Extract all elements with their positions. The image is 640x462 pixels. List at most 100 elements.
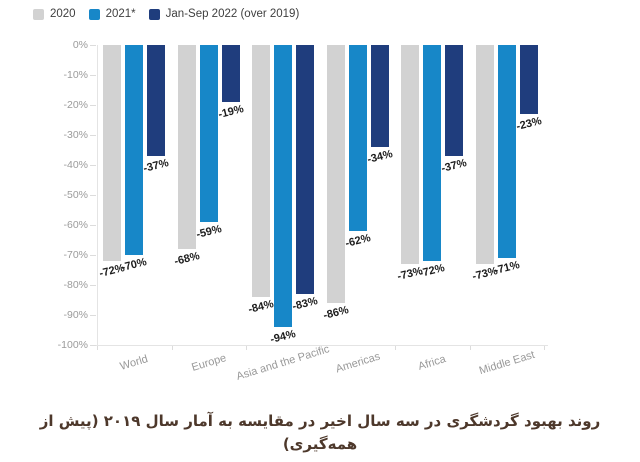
y-axis-tick [90,165,96,166]
y-axis-tick [90,225,96,226]
y-axis-label: -40% [63,159,88,171]
y-axis-tick [90,75,96,76]
bar-2020-europe [177,45,196,249]
bar-2021-americas [348,45,367,231]
bar-group-world: -72% -70% -37% [98,45,170,345]
bar-group-europe: -68% -59% -19% [173,45,245,345]
bar-col-jan-sep-2022-over-2019: -83% [291,45,319,313]
bar-col-jan-sep-2022-over-2019: -19% [217,45,245,121]
legend-item-jan-sep-2022-over-2019: Jan-Sep 2022 (over 2019) [148,8,300,20]
bar-col-jan-sep-2022-over-2019: -23% [515,45,543,133]
bar-group-middle-east: -73% -71% -23% [471,45,543,345]
plot-area: -72% -70% -37% World -68% -59% -19% Europe -84% -… [97,45,544,383]
y-axis-label: 0% [72,39,88,51]
bar-2020-asia-and-the-pacific [252,45,271,297]
bar-value-label: -34% [365,148,394,166]
y-axis-label: -100% [57,339,88,351]
bar-2020-africa [401,45,420,264]
bar-col-2020: -72% [98,45,126,280]
bar-jan-sep-2022-over-2019-middle-east [519,45,538,114]
bar-jan-sep-2022-over-2019-africa [445,45,464,156]
category-label-middle-east: Middle East [477,348,536,378]
y-axis-tick [90,345,96,346]
legend-swatch-icon [88,8,100,20]
y-axis-label: -10% [63,69,88,81]
bar-value-label: -59% [194,223,223,241]
bar-value-label: -37% [440,157,469,175]
y-axis-label: -30% [63,129,88,141]
bar-col-2021: -71% [493,45,521,277]
bar-value-label: -86% [321,304,350,322]
chart-caption: روند بهبود گردشگری در سه سال اخیر در مقا… [39,412,601,453]
y-axis-tick [90,285,96,286]
y-axis-label: -80% [63,279,88,291]
bar-col-2020: -73% [471,45,499,283]
y-axis-label: -20% [63,99,88,111]
category-label-world: World [118,353,150,373]
bar-2020-world [103,45,122,261]
bar-col-2021: -94% [269,45,297,346]
bar-value-label: -37% [142,157,171,175]
bar-jan-sep-2022-over-2019-world [147,45,166,156]
y-axis-tick [90,135,96,136]
bar-col-2021: -59% [195,45,223,241]
bar-2021-middle-east [497,45,516,258]
bar-value-label: -84% [247,298,276,316]
x-axis-tick [171,346,173,350]
legend-item-2020: 2020 [33,8,76,20]
bar-group-africa: -73% -72% -37% [396,45,468,345]
legend-label: 2020 [50,8,76,20]
legend-item-2021: 2021* [88,8,136,20]
x-axis-tick [469,346,471,350]
y-axis-tick [90,45,96,46]
category-label-asia-and-the-pacific: Asia and the Pacific [235,343,332,383]
x-axis-tick [544,346,545,350]
y-axis-label: -70% [63,249,88,261]
y-axis-tick [90,195,96,196]
bar-col-jan-sep-2022-over-2019: -37% [142,45,170,175]
bar-col-jan-sep-2022-over-2019: -34% [366,45,394,166]
bar-2021-world [125,45,144,255]
x-axis-tick [395,346,396,350]
category-label-europe: Europe [190,352,228,374]
bar-group-asia-and-the-pacific: -84% -94% -83% [247,45,319,346]
bar-2020-americas [326,45,345,303]
chart-area: 2020 2021* Jan-Sep 2022 (over 2019) -72% -7… [33,8,548,383]
y-axis-label: -50% [63,189,88,201]
bar-group-americas: -86% -62% -34% [322,45,394,345]
category-label-africa: Africa [417,353,448,373]
bar-col-2020: -73% [396,45,424,283]
bar-col-jan-sep-2022-over-2019: -37% [440,45,468,175]
bar-col-2021: -70% [120,45,148,274]
caption-row: روند بهبود گردشگری در سه سال اخیر در مقا… [0,410,640,455]
bar-value-label: -23% [514,115,543,133]
y-axis-tick [90,255,96,256]
bar-jan-sep-2022-over-2019-europe [221,45,240,102]
bar-value-label: -68% [172,250,201,268]
bar-col-2021: -62% [344,45,372,250]
y-axis-line [97,45,98,346]
y-axis-label: -60% [63,219,88,231]
x-axis-line [93,345,548,346]
bar-jan-sep-2022-over-2019-asia-and-the-pacific [296,45,315,294]
y-axis-tick [90,315,96,316]
x-axis-tick [246,346,247,350]
bar-col-2020: -84% [247,45,275,316]
bar-jan-sep-2022-over-2019-americas [370,45,389,147]
y-axis-tick [90,105,96,106]
bar-col-2020: -68% [173,45,201,268]
legend-label: 2021* [105,8,136,20]
bar-2020-middle-east [475,45,494,264]
y-axis-label: -90% [63,309,88,321]
x-axis-tick [97,346,98,350]
bar-value-label: -70% [120,256,149,274]
bar-2021-asia-and-the-pacific [274,45,293,327]
x-axis-tick [320,346,322,350]
bar-value-label: -71% [492,259,521,277]
bar-value-label: -94% [269,328,298,346]
bar-value-label: -19% [216,103,245,121]
legend-label: Jan-Sep 2022 (over 2019) [165,8,300,20]
chart-legend: 2020 2021* Jan-Sep 2022 (over 2019) [33,8,299,20]
bar-col-2021: -72% [418,45,446,280]
bar-value-label: -83% [291,295,320,313]
